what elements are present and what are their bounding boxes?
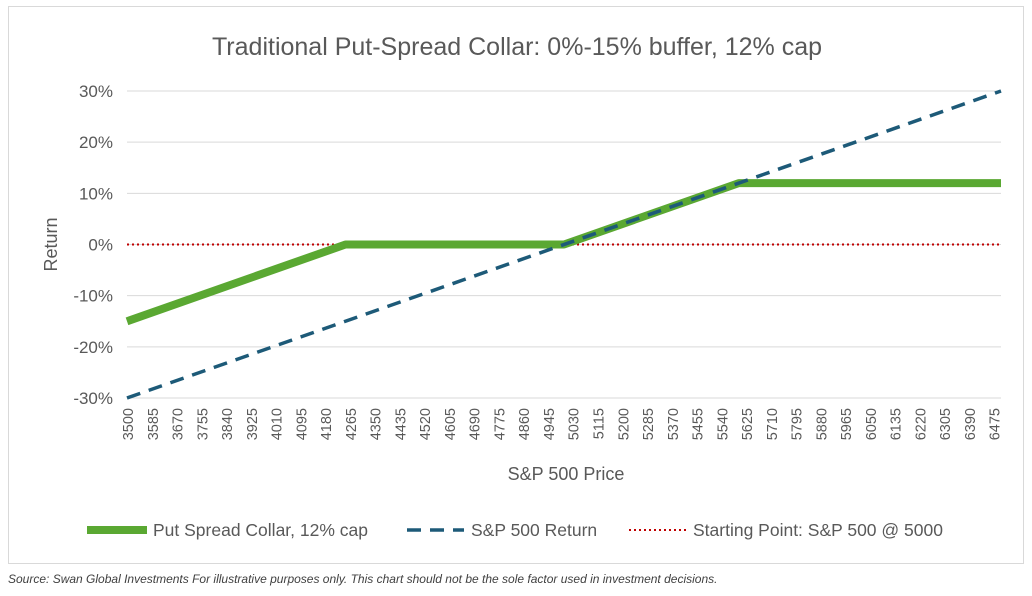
y-tick-label: 20% [79, 133, 113, 152]
chart-frame: Traditional Put-Spread Collar: 0%-15% bu… [8, 6, 1024, 564]
x-tick-label: 3925 [245, 408, 261, 440]
x-tick-label: 6050 [864, 408, 880, 440]
x-tick-label: 3585 [146, 408, 162, 440]
x-tick-label: 6135 [889, 408, 905, 440]
x-tick-label: 6220 [913, 408, 929, 440]
series-line-dashed [126, 89, 1002, 400]
legend-label: S&P 500 Return [471, 520, 597, 540]
x-tick-label: 3670 [171, 408, 187, 440]
x-tick-label: 6390 [963, 408, 979, 440]
y-axis-label: Return [41, 217, 61, 271]
y-tick-label: -30% [73, 389, 113, 408]
x-tick-label: 3840 [220, 408, 236, 440]
legend-label: Starting Point: S&P 500 @ 5000 [693, 520, 943, 540]
y-tick-label: 0% [88, 236, 113, 255]
x-tick-label: 5965 [839, 408, 855, 440]
y-axis-ticks: 30% 20% 10% 0% -10% -20% -30% [73, 82, 113, 408]
x-tick-label: 4520 [418, 408, 434, 440]
x-tick-label: 3755 [195, 408, 211, 440]
y-tick-label: 10% [79, 184, 113, 203]
x-tick-label: 4180 [319, 408, 335, 440]
x-axis-ticks: 3500 3585 3670 3755 3840 3925 4010 4095 4180 4265… [121, 408, 1004, 440]
x-tick-label: 4435 [393, 408, 409, 440]
series-layer [125, 89, 1002, 400]
source-note: Source: Swan Global Investments For illu… [8, 572, 718, 586]
x-tick-label: 5625 [740, 408, 756, 440]
y-tick-label: 30% [79, 82, 113, 101]
x-tick-label: 4265 [344, 408, 360, 440]
chart-title: Traditional Put-Spread Collar: 0%-15% bu… [212, 33, 822, 61]
x-tick-label: 5710 [765, 408, 781, 440]
x-tick-label: 4945 [542, 408, 558, 440]
x-tick-label: 5540 [715, 408, 731, 440]
x-tick-label: 4775 [492, 408, 508, 440]
x-tick-label: 4605 [443, 408, 459, 440]
x-tick-label: 4690 [468, 408, 484, 440]
y-tick-label: -20% [73, 338, 113, 357]
x-tick-label: 4095 [294, 408, 310, 440]
series-line-solid [125, 179, 1001, 326]
x-tick-label: 5455 [691, 408, 707, 440]
x-tick-label: 3500 [121, 408, 137, 440]
chart-svg: Traditional Put-Spread Collar: 0%-15% bu… [41, 33, 1004, 540]
x-tick-label: 6305 [938, 408, 954, 440]
x-tick-label: 5880 [814, 408, 830, 440]
x-tick-label: 4860 [517, 408, 533, 440]
y-tick-label: -10% [73, 287, 113, 306]
x-tick-label: 5795 [790, 408, 806, 440]
x-axis-label: S&P 500 Price [508, 464, 625, 484]
x-tick-label: 5030 [567, 408, 583, 440]
x-tick-label: 4350 [369, 408, 385, 440]
x-tick-label: 5370 [666, 408, 682, 440]
legend: Put Spread Collar, 12% cap S&P 500 Return… [87, 520, 943, 540]
x-tick-label: 4010 [270, 408, 286, 440]
x-tick-label: 6475 [988, 408, 1004, 440]
legend-label: Put Spread Collar, 12% cap [153, 520, 368, 540]
x-tick-label: 5200 [616, 408, 632, 440]
x-tick-label: 5115 [592, 408, 608, 439]
x-tick-label: 5285 [641, 408, 657, 440]
